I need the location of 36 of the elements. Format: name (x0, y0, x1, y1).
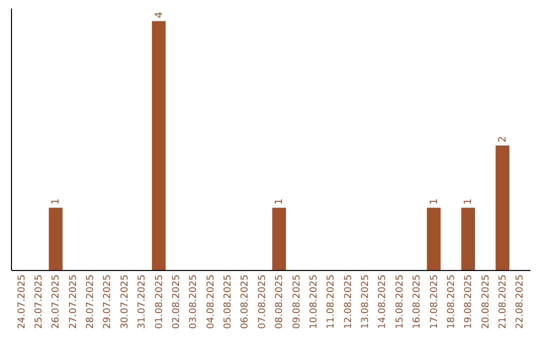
x-tick-label: 07.08.2025 (256, 274, 268, 329)
x-tick-label: 16.08.2025 (412, 274, 423, 329)
x-tick-label: 31.07.2025 (136, 274, 148, 329)
x-tick-label: 29.07.2025 (102, 274, 114, 329)
x-tick-label: 09.08.2025 (291, 274, 302, 329)
x-tick-label: 14.08.2025 (377, 274, 388, 329)
data-label: 2 (498, 136, 509, 143)
x-tick-label: 03.08.2025 (188, 274, 200, 329)
x-tick-label: 05.08.2025 (222, 274, 234, 329)
data-label: 1 (50, 198, 62, 205)
data-label: 1 (428, 198, 440, 205)
x-tick-label: 02.08.2025 (170, 274, 182, 329)
x-tick-label: 25.07.2025 (33, 274, 44, 329)
x-tick-label: 26.07.2025 (50, 274, 62, 329)
x-tick-label: 28.07.2025 (85, 274, 96, 329)
x-tick-label: 11.08.2025 (326, 274, 337, 329)
x-tick-label: 22.08.2025 (514, 274, 526, 329)
x-tick-label: 06.08.2025 (240, 274, 251, 329)
data-label: 4 (154, 12, 165, 18)
data-label: 1 (274, 198, 286, 205)
x-tick-label: 01.08.2025 (154, 274, 165, 329)
x-tick-label: 13.08.2025 (360, 274, 372, 329)
x-tick-label: 10.08.2025 (308, 274, 320, 329)
x-tick-label: 08.08.2025 (274, 274, 286, 329)
x-tick-label: 27.07.2025 (68, 274, 79, 329)
x-tick-label: 12.08.2025 (342, 274, 354, 329)
x-tick-label: 24.07.2025 (16, 274, 28, 329)
x-tick-label: 17.08.2025 (428, 274, 440, 329)
x-tick-label: 15.08.2025 (394, 274, 406, 329)
x-tick-label: 18.08.2025 (446, 274, 457, 329)
data-label: 1 (463, 198, 474, 205)
x-tick-label: 20.08.2025 (480, 274, 492, 329)
x-tick-label: 04.08.2025 (205, 274, 216, 329)
x-tick-label: 21.08.2025 (498, 274, 509, 329)
x-tick-label: 30.07.2025 (119, 274, 130, 329)
x-tick-label: 19.08.2025 (463, 274, 474, 329)
